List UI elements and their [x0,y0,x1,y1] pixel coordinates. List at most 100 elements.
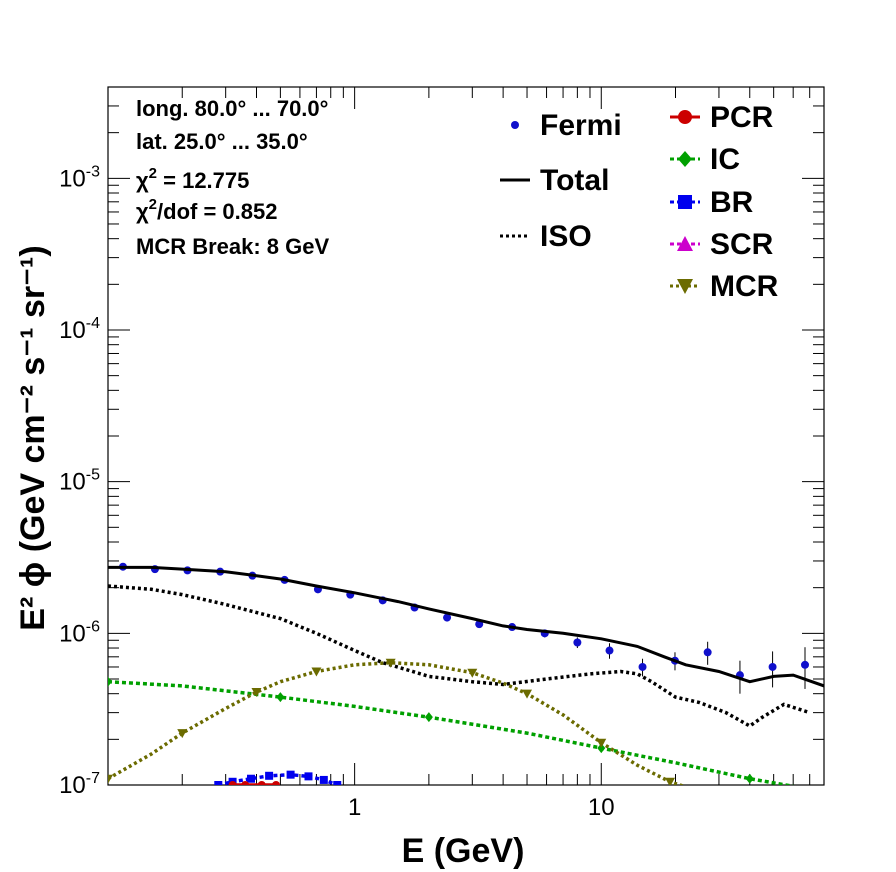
chi2dof-exponent: 2 [149,196,157,213]
series-br [214,770,342,785]
series-marker-mcr [108,774,113,784]
y-tick-exponent: -5 [86,467,100,484]
series-marker-pcr [228,781,237,785]
legend-label-scr: SCR [710,228,774,261]
legend-marker-mcr [677,279,693,294]
series-marker-br [286,770,295,779]
chi2-symbol: χ [136,168,149,193]
legend-label-total: Total [540,164,609,197]
fermi-data-point [703,648,712,657]
legend-label-pcr: PCR [710,101,774,134]
series-line-total [108,565,824,688]
series-marker-mcr [467,668,478,678]
chi2-exponent: 2 [149,165,157,182]
fermi-data-point [605,646,614,655]
series-marker-pcr [272,781,281,785]
legend-entry-pcr: PCR [670,101,774,134]
series-marker-ic [424,712,433,723]
annotation-mcr-break: MCR Break: 8 GeV [136,234,330,259]
y-tick-exponent: -4 [86,315,100,332]
series-marker-mcr [385,658,396,668]
legend-label-mcr: MCR [710,270,779,303]
y-tick-label: 10-7 [59,770,100,799]
annotation-chi2-dof: χ2/dof = 0.852 [136,196,277,224]
series-line-mcr [108,660,686,785]
series-marker-pcr [241,781,250,785]
y-tick-exponent: -7 [86,770,100,787]
x-axis-title: E (GeV) [402,832,525,870]
chi2-value: = 12.775 [157,168,249,193]
legend-marker-fermi [511,121,519,129]
legend-marker-pcr [678,110,692,124]
series-marker-br [333,781,342,785]
series-marker-br [246,774,255,783]
legend-entry-fermi: Fermi [511,109,622,142]
fermi-data-point [768,662,777,671]
legend-entry-mcr: MCR [670,270,779,303]
legend-label-fermi: Fermi [540,109,622,142]
series-layer [108,562,824,785]
series-marker-ic [108,676,112,687]
series-marker-br [214,781,223,785]
series-line-ic [108,679,794,785]
legend-entry-total: Total [500,164,609,197]
y-tick-base: 10 [59,620,86,647]
series-mcr [108,658,686,785]
y-tick-base: 10 [59,317,86,344]
series-ic [108,676,794,785]
y-tick-base: 10 [59,772,86,799]
chi2dof-value: /dof = 0.852 [157,199,277,224]
legend: Fermi Total ISO PCR IC BR SCR MCR [500,101,779,303]
y-axis-title: E² ϕ (GeV cm⁻² s⁻¹ sr⁻¹) [14,245,52,630]
series-marker-mcr [311,667,322,677]
series-marker-mcr [522,689,533,699]
y-axis-ticks: 10-710-610-510-410-3 [59,86,824,799]
y-tick-label: 10-6 [59,618,100,647]
annotation-block: long. 80.0° ... 70.0° lat. 25.0° ... 35.… [136,96,330,259]
y-tick-label: 10-4 [59,315,100,344]
series-marker-br [304,772,313,781]
legend-entry-scr: SCR [670,228,774,261]
y-tick-exponent: -6 [86,618,100,635]
legend-marker-scr [677,236,693,251]
annotation-latitude: lat. 25.0° ... 35.0° [136,129,308,154]
x-tick-label: 1 [348,794,361,821]
x-tick-label: 10 [588,794,615,821]
y-tick-label: 10-3 [59,163,100,192]
fermi-data-point [443,613,452,622]
y-tick-base: 10 [59,165,86,192]
legend-marker-ic [678,151,692,167]
legend-label-iso: ISO [540,220,592,253]
series-line-iso [108,584,811,729]
legend-label-ic: IC [710,143,740,176]
fermi-data-point [638,662,647,671]
fermi-data-point [573,638,582,647]
legend-entry-br: BR [670,186,754,219]
series-marker-mcr [251,688,262,698]
x-axis-ticks: 1 10 [107,87,825,821]
series-marker-mcr [665,777,676,785]
series-iso [108,584,811,729]
series-marker-ic [597,743,606,754]
y-tick-label: 10-5 [59,467,100,496]
series-fermi [118,562,810,694]
legend-entry-iso: ISO [500,220,592,253]
y-tick-base: 10 [59,469,86,496]
y-tick-exponent: -3 [86,163,100,180]
series-pcr [228,781,281,785]
annotation-longitude: long. 80.0° ... 70.0° [136,96,328,121]
series-marker-mcr [177,729,188,739]
series-marker-ic [276,692,285,703]
legend-label-br: BR [710,186,754,219]
series-clip-group [108,562,824,785]
series-marker-mcr [596,738,607,748]
series-marker-br [265,771,274,780]
series-marker-pcr [257,781,266,785]
series-marker-br [319,775,328,784]
fermi-data-point [801,660,810,669]
series-marker-ic [745,773,754,784]
legend-marker-br [678,195,692,209]
chi2dof-symbol: χ [136,199,149,224]
series-total [108,565,824,688]
